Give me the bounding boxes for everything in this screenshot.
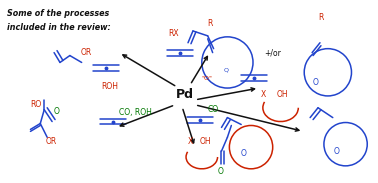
Text: ROH: ROH — [101, 82, 118, 91]
Text: X: X — [188, 137, 193, 146]
Text: OH: OH — [277, 90, 288, 99]
Text: O: O — [54, 107, 60, 116]
Text: O: O — [334, 147, 340, 156]
Text: O: O — [313, 78, 319, 87]
Text: +/or: +/or — [264, 49, 281, 58]
Text: RX: RX — [168, 29, 179, 38]
Text: RO: RO — [31, 100, 42, 109]
Text: CO: CO — [208, 105, 219, 114]
Text: OH: OH — [200, 137, 211, 146]
Text: CO, ROH: CO, ROH — [119, 108, 152, 117]
Text: Pd: Pd — [176, 88, 194, 101]
Text: O: O — [218, 167, 223, 176]
Text: R: R — [318, 13, 324, 22]
Text: "O": "O" — [201, 76, 212, 81]
Text: included in the review:: included in the review: — [7, 23, 110, 32]
Text: R: R — [208, 19, 213, 28]
Text: Q: Q — [224, 68, 229, 73]
Text: X: X — [261, 90, 266, 99]
Text: O: O — [240, 149, 246, 158]
Text: Some of the processes: Some of the processes — [7, 9, 109, 18]
Text: OR: OR — [45, 137, 56, 146]
Text: OR: OR — [81, 48, 92, 57]
